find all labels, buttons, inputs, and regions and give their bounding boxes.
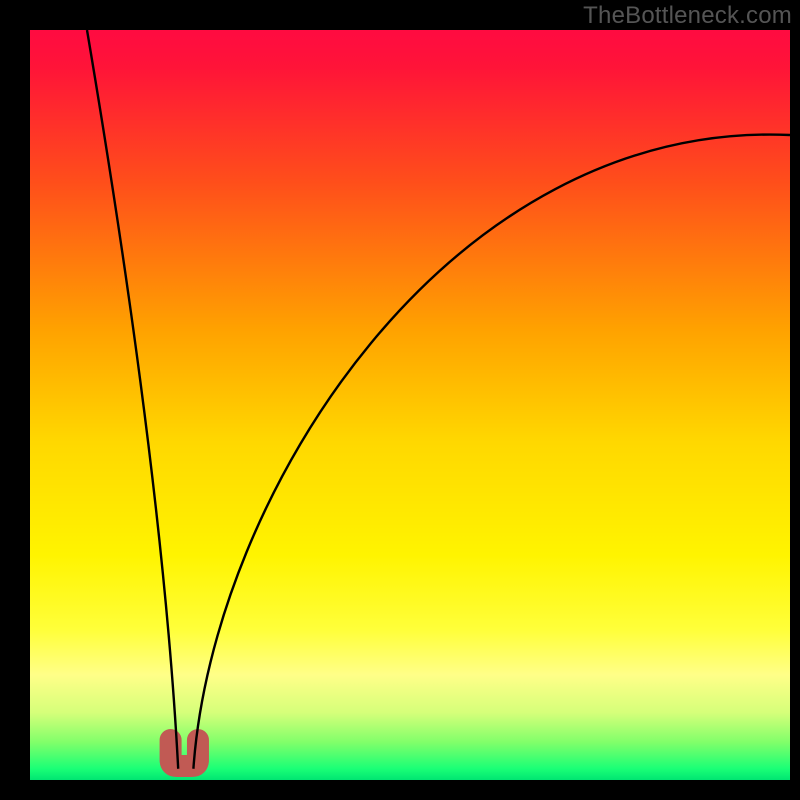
chart-stage: TheBottleneck.com	[0, 0, 800, 800]
watermark-text: TheBottleneck.com	[583, 2, 792, 30]
bottleneck-chart	[0, 0, 800, 800]
